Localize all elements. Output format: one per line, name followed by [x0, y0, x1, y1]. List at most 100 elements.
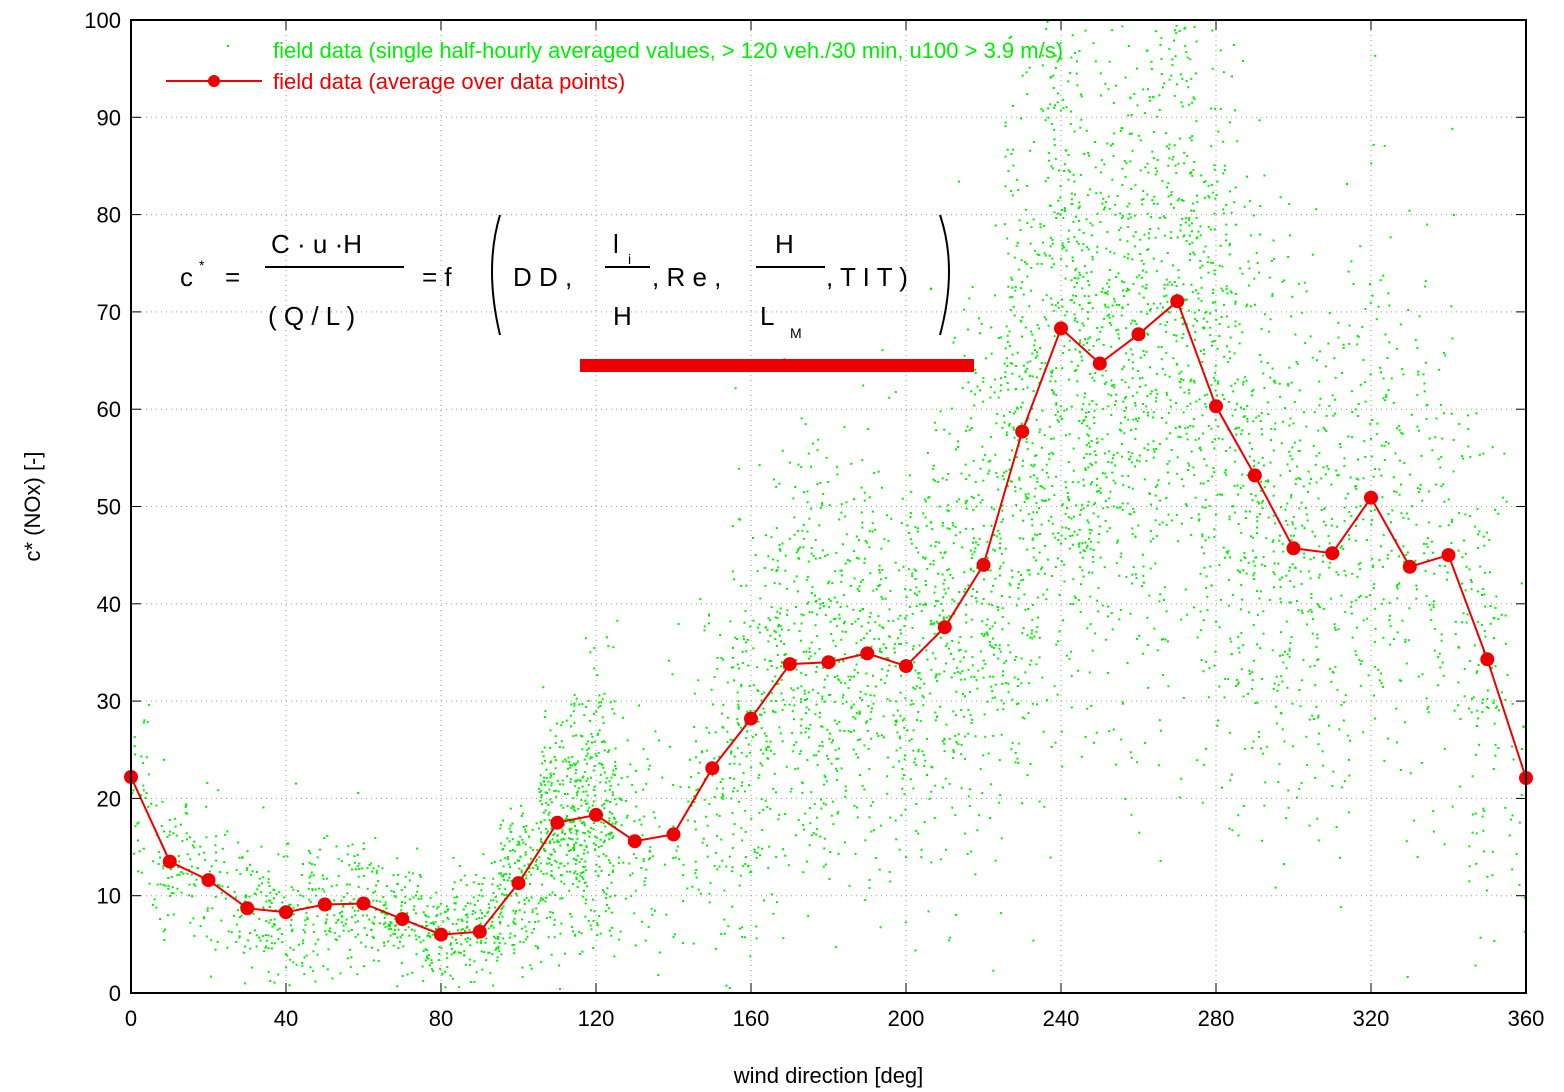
scatter-point [162, 864, 165, 867]
scatter-point [404, 928, 407, 931]
scatter-point [880, 824, 882, 827]
scatter-point [575, 876, 578, 879]
scatter-point [1222, 212, 1225, 215]
scatter-point [1061, 247, 1064, 250]
scatter-point [1104, 369, 1107, 372]
scatter-point [910, 699, 913, 702]
scatter-point [1120, 429, 1123, 432]
scatter-point [609, 833, 612, 836]
scatter-point [816, 449, 819, 452]
scatter-point [575, 697, 578, 700]
scatter-point [1158, 523, 1161, 526]
scatter-point [580, 872, 583, 874]
scatter-point [1052, 437, 1055, 440]
scatter-point [857, 557, 860, 560]
scatter-point [787, 629, 790, 632]
scatter-point [570, 827, 573, 830]
scatter-point [483, 877, 486, 880]
scatter-point [886, 697, 889, 700]
scatter-point [972, 570, 975, 573]
scatter-point [1031, 442, 1034, 445]
scatter-point [1029, 374, 1031, 377]
scatter-point [912, 787, 915, 790]
scatter-point [1020, 657, 1023, 660]
scatter-point [933, 421, 936, 424]
scatter-point [1131, 361, 1134, 364]
scatter-point [689, 758, 691, 761]
scatter-point [1049, 204, 1052, 207]
scatter-point [755, 856, 758, 859]
scatter-point [1128, 513, 1131, 515]
scatter-point [246, 869, 249, 872]
scatter-point [1026, 548, 1029, 551]
scatter-point [1138, 634, 1141, 637]
scatter-point [1108, 527, 1111, 530]
scatter-point [998, 532, 1001, 535]
scatter-point [297, 943, 300, 946]
scatter-point [1008, 596, 1011, 599]
scatter-point [965, 429, 968, 432]
scatter-point [706, 824, 709, 827]
scatter-point [1067, 169, 1070, 172]
scatter-point [1145, 459, 1148, 462]
scatter-point [981, 620, 984, 623]
scatter-point [1057, 640, 1060, 643]
scatter-point [799, 639, 802, 642]
scatter-point [1017, 742, 1020, 745]
scatter-point [779, 612, 781, 615]
scatter-point [1063, 563, 1065, 566]
scatter-point [585, 705, 587, 708]
scatter-point [194, 884, 197, 887]
scatter-point [601, 764, 604, 767]
scatter-point [1043, 434, 1046, 437]
scatter-point [1271, 541, 1274, 543]
scatter-point [297, 890, 299, 892]
scatter-point [354, 936, 357, 939]
scatter-point [1139, 385, 1141, 388]
scatter-point [466, 925, 469, 928]
scatter-point [277, 938, 280, 941]
scatter-point [982, 524, 985, 527]
scatter-point [424, 948, 427, 951]
scatter-point [582, 852, 585, 855]
scatter-point [744, 936, 747, 939]
scatter-point [1190, 171, 1192, 174]
scatter-point [878, 650, 881, 653]
scatter-point [769, 807, 772, 810]
scatter-point [822, 802, 825, 805]
scatter-point [1051, 522, 1054, 525]
scatter-point [1279, 534, 1281, 537]
scatter-point [615, 821, 618, 823]
scatter-point [277, 853, 280, 856]
scatter-point [1034, 487, 1037, 490]
scatter-point [1166, 300, 1169, 303]
scatter-point [1138, 454, 1141, 457]
scatter-point [868, 546, 871, 549]
scatter-point [1051, 242, 1054, 245]
scatter-point [1196, 194, 1198, 197]
scatter-point [1013, 314, 1016, 317]
scatter-point [550, 801, 553, 804]
scatter-point [708, 901, 711, 904]
scatter-point [1098, 338, 1101, 341]
scatter-point [1094, 502, 1097, 505]
scatter-point [1213, 168, 1216, 171]
scatter-point [1167, 195, 1170, 198]
scatter-point [1114, 404, 1117, 406]
scatter-point [942, 582, 945, 585]
scatter-point [1228, 518, 1231, 521]
scatter-point [1039, 346, 1042, 349]
scatter-point [1289, 601, 1292, 604]
scatter-point [312, 923, 315, 926]
scatter-point [1034, 455, 1037, 457]
scatter-point [504, 888, 507, 891]
scatter-point [1058, 169, 1060, 172]
scatter-point [965, 621, 968, 624]
scatter-point [946, 642, 949, 645]
scatter-point [847, 687, 850, 690]
scatter-point [1146, 49, 1148, 52]
scatter-point [799, 724, 802, 727]
scatter-point [338, 935, 341, 938]
scatter-point [337, 857, 340, 860]
scatter-point [578, 930, 581, 933]
